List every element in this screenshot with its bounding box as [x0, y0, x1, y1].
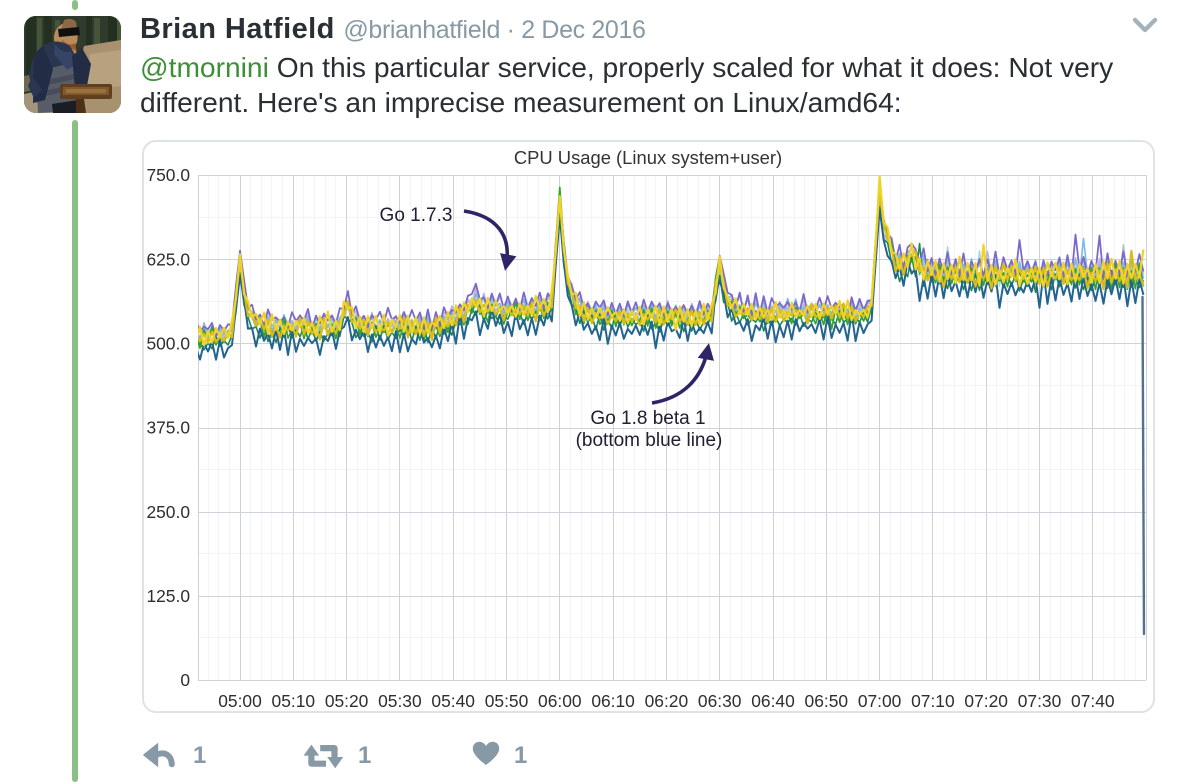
svg-text:05:10: 05:10	[272, 691, 316, 711]
svg-text:07:20: 07:20	[964, 691, 1008, 711]
svg-text:06:40: 06:40	[751, 691, 795, 711]
svg-text:(bottom blue line): (bottom blue line)	[576, 430, 723, 451]
svg-text:05:30: 05:30	[378, 691, 422, 711]
svg-text:07:00: 07:00	[858, 691, 902, 711]
svg-text:07:10: 07:10	[911, 691, 955, 711]
svg-text:Go 1.8 beta 1: Go 1.8 beta 1	[590, 408, 705, 429]
svg-text:0: 0	[180, 670, 190, 690]
svg-text:06:30: 06:30	[698, 691, 742, 711]
svg-text:07:30: 07:30	[1018, 691, 1062, 711]
svg-text:06:00: 06:00	[538, 691, 582, 711]
svg-text:05:50: 05:50	[485, 691, 529, 711]
svg-text:750.0: 750.0	[146, 165, 190, 185]
svg-text:06:20: 06:20	[645, 691, 689, 711]
svg-text:06:10: 06:10	[591, 691, 635, 711]
svg-text:05:40: 05:40	[431, 691, 475, 711]
svg-text:Go 1.7.3: Go 1.7.3	[380, 205, 453, 226]
svg-text:07:40: 07:40	[1071, 691, 1115, 711]
svg-text:500.0: 500.0	[146, 334, 190, 354]
svg-text:375.0: 375.0	[146, 418, 190, 438]
svg-text:250.0: 250.0	[146, 502, 190, 522]
svg-text:625.0: 625.0	[146, 249, 190, 269]
svg-text:125.0: 125.0	[146, 586, 190, 606]
svg-text:05:00: 05:00	[218, 691, 262, 711]
svg-text:06:50: 06:50	[805, 691, 849, 711]
svg-text:CPU Usage (Linux system+user): CPU Usage (Linux system+user)	[514, 147, 782, 168]
svg-text:05:20: 05:20	[325, 691, 369, 711]
